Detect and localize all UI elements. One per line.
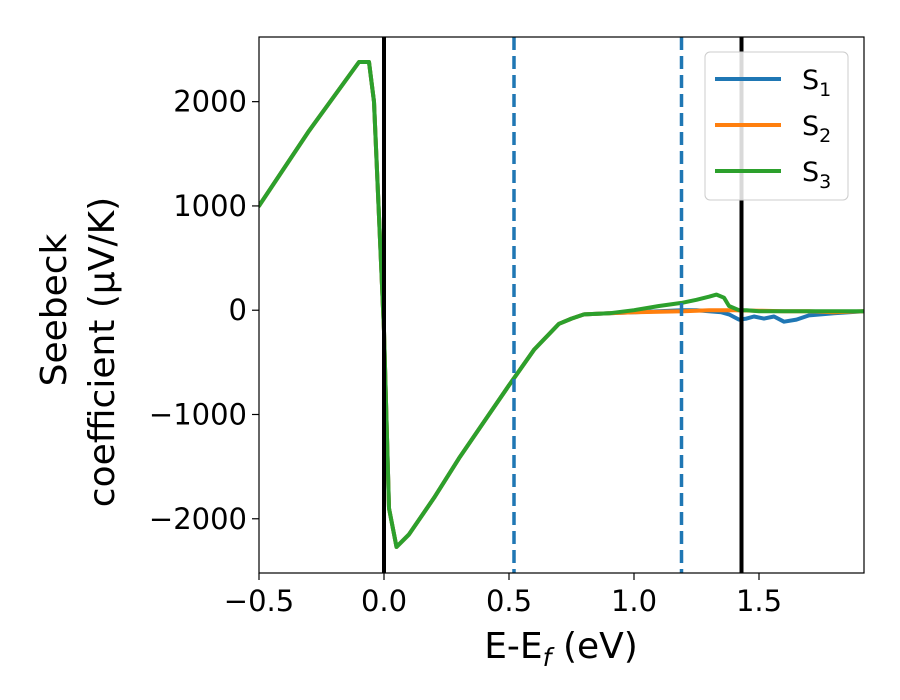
ticks: −0.5 0.0 0.5 1.0 1.5 −2000 −1000 0 1000 2000 (149, 85, 782, 618)
y-tick-label: 2000 (173, 85, 247, 119)
x-tick-label: 0.5 (486, 584, 532, 618)
legend-label-s1: S1 (802, 65, 831, 101)
legend-label-s2: S2 (802, 111, 831, 147)
axes-frame (258, 36, 865, 574)
y-tick-label: 0 (229, 293, 247, 327)
x-tick-label: 1.5 (736, 584, 782, 618)
x-axis-title: E-Ef (eV) (484, 626, 638, 672)
x-tick-label: −0.5 (224, 584, 294, 618)
x-tick-label: 0.0 (361, 584, 407, 618)
legend: S1 S2 S3 (704, 51, 849, 201)
plot-frame (258, 36, 865, 574)
y-axis-title-line2: coefficient (μV/K) (82, 197, 123, 507)
x-tick-label: 1.0 (611, 584, 657, 618)
y-tick-label: −1000 (149, 397, 247, 431)
y-tick-label: −2000 (149, 502, 247, 536)
y-tick-label: 1000 (173, 189, 247, 223)
legend-label-s3: S3 (802, 157, 831, 193)
y-axis-title-line1: Seebeck (34, 233, 75, 386)
